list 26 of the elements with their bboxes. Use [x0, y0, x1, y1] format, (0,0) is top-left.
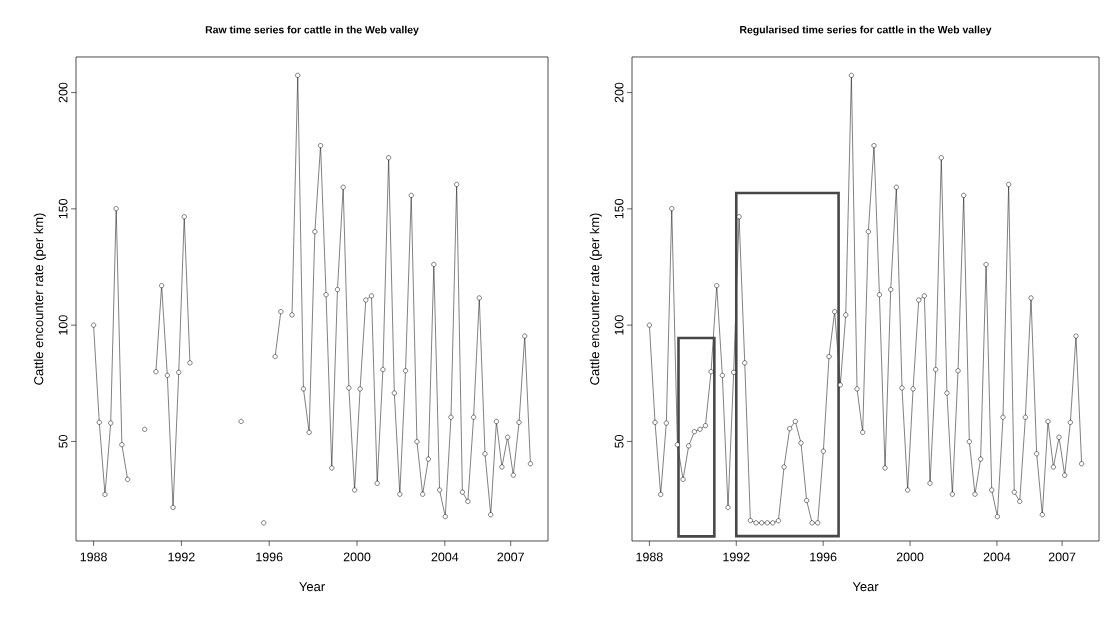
x-tick-label: 2007 — [1048, 552, 1076, 562]
x-axis-title: Year — [299, 582, 325, 592]
x-tick-label: 2007 — [497, 552, 524, 562]
chart-title: Regularised time series for cattle in the Web valley — [740, 25, 992, 36]
x-tick-label: 1992 — [168, 552, 195, 562]
y-axis-title: Cattle encounter rate (per km) — [589, 213, 602, 385]
x-axis-title: Year — [852, 582, 879, 592]
x-tick-label: 2000 — [343, 552, 371, 562]
chart-title: Raw time series for cattle in the Web valley — [205, 25, 419, 36]
y-tick-label: 100 — [614, 315, 624, 335]
x-tick-label: 1992 — [723, 552, 750, 562]
x-tick-label: 2000 — [896, 552, 924, 562]
x-tick-label: 2004 — [983, 552, 1011, 562]
x-tick-label: 2004 — [431, 552, 459, 562]
y-tick-label: 100 — [58, 315, 68, 335]
x-tick-label: 1996 — [810, 552, 837, 562]
y-tick-label: 150 — [614, 198, 624, 219]
y-axis-title: Cattle encounter rate (per km) — [33, 213, 46, 385]
x-tick-label: 1996 — [256, 552, 283, 562]
y-tick-label: 50 — [614, 435, 624, 448]
x-tick-label: 1988 — [80, 552, 107, 562]
x-tick-label: 1988 — [636, 552, 663, 562]
y-tick-label: 50 — [58, 435, 68, 448]
y-tick-label: 200 — [58, 82, 68, 103]
y-tick-label: 150 — [58, 198, 68, 219]
y-tick-label: 200 — [614, 82, 624, 103]
